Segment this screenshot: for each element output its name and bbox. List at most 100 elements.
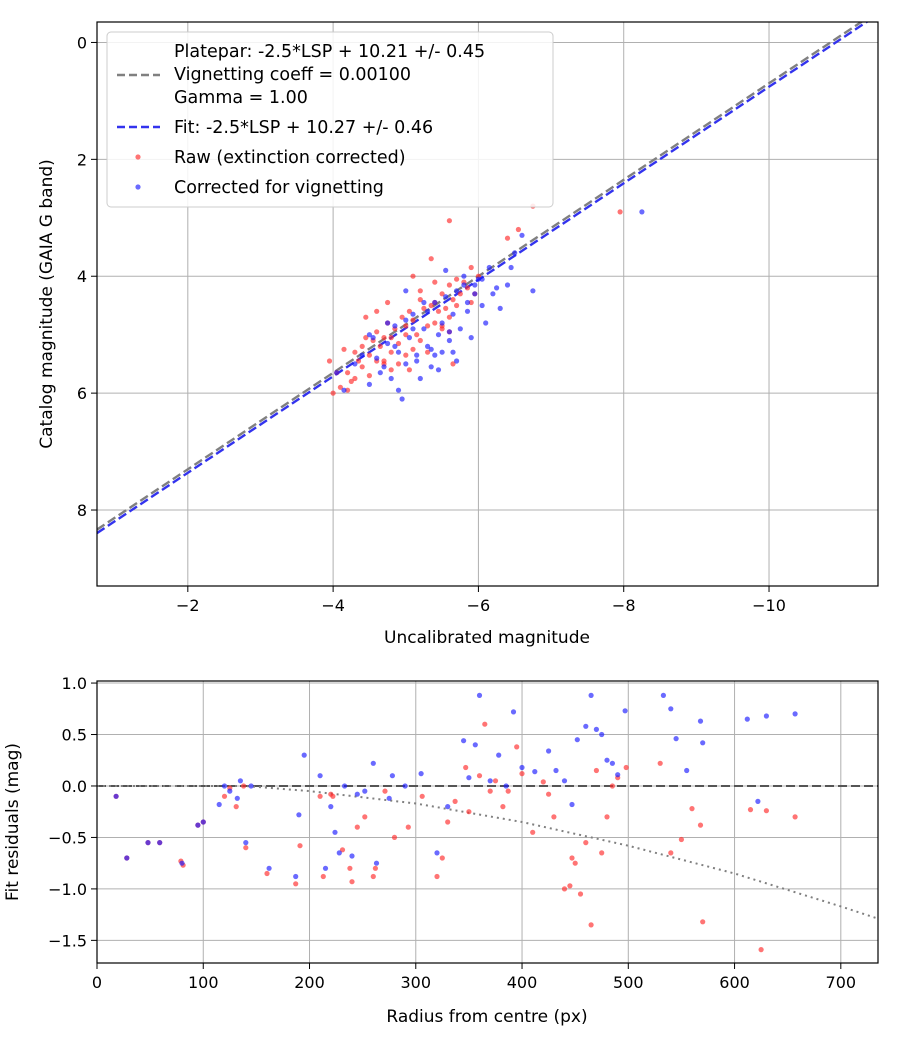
calibration-corrected-for-vignetting-point (497, 305, 503, 311)
residuals-raw-point (604, 814, 610, 820)
residuals-corrected-point (389, 773, 395, 779)
residuals-raw-point (678, 836, 685, 843)
legend: Platepar: -2.5*LSP + 10.21 +/- 0.45 Vign… (106, 31, 554, 208)
calibration-plot-frame (96, 21, 879, 587)
calibration-raw-extinction-corrected-point (454, 302, 460, 309)
residuals-raw-point (572, 860, 578, 866)
residuals-corrected-point (546, 748, 552, 754)
calibration-corrected-for-vignetting-point (450, 349, 456, 355)
residuals-corrected-point (599, 731, 605, 738)
residuals-corrected-point (755, 798, 761, 805)
residuals-y-axis-label: Fit residuals (mag) (3, 743, 23, 901)
residuals-x-tick-label: 600 (719, 973, 750, 992)
calibration-corrected-for-vignetting-point (388, 375, 394, 382)
residuals-raw-point (492, 778, 499, 784)
calibration-corrected-for-vignetting-point (370, 335, 376, 341)
residuals-corrected-point (243, 840, 249, 846)
residuals-raw-point (567, 883, 573, 889)
calibration-x-tick-label: −6 (467, 596, 491, 615)
calibration-raw-extinction-corrected-point (374, 308, 380, 314)
residuals-raw-point (317, 793, 323, 799)
calibration-corrected-for-vignetting-point (530, 288, 536, 294)
residuals-corrected-point (328, 804, 334, 810)
residuals-plot-frame (96, 680, 879, 964)
calibration-corrected-for-vignetting-point (352, 361, 358, 367)
calibration-corrected-for-vignetting-point (435, 367, 442, 373)
calibration-fit-lines (97, 22, 869, 535)
calibration-raw-extinction-corrected-point (515, 226, 522, 233)
calibration-corrected-for-vignetting-point (479, 302, 485, 309)
calibration-corrected-for-vignetting-point (385, 340, 391, 347)
residuals-corrected-point (593, 726, 600, 733)
calibration-corrected-for-vignetting-point (381, 364, 387, 370)
residuals-raw-point (445, 819, 451, 825)
calibration-raw-extinction-corrected-point (417, 288, 423, 294)
residuals-corrected-point (124, 855, 130, 861)
legend-gamma-label: Gamma = 1.00 (174, 88, 308, 108)
residuals-corrected-point (660, 692, 667, 699)
calibration-raw-extinction-corrected-point (381, 358, 387, 364)
calibration-raw-extinction-corrected-point (366, 352, 372, 358)
residuals-x-tick-label: 400 (507, 973, 538, 992)
calibration-raw-extinction-corrected-point (363, 335, 369, 341)
residuals-raw-point (689, 806, 695, 812)
calibration-raw-extinction-corrected-point (374, 329, 380, 335)
residuals-corrected-point (227, 788, 233, 794)
residuals-raw-point (551, 814, 557, 820)
residuals-corrected-point (472, 742, 478, 748)
legend-platepar-label: Platepar: -2.5*LSP + 10.21 +/- 0.45 (174, 42, 485, 62)
residuals-corrected-point (673, 736, 679, 742)
calibration-corrected-for-vignetting-point (359, 352, 365, 358)
calibration-corrected-for-vignetting-point (377, 370, 383, 376)
calibration-raw-extinction-corrected-point (432, 279, 438, 285)
residuals-corrected-point (248, 783, 254, 789)
residuals-raw-point (530, 829, 536, 835)
calibration-corrected-for-vignetting-point (454, 288, 460, 294)
residuals-corrected-point (195, 822, 201, 828)
calibration-raw-extinction-corrected-point (446, 314, 452, 320)
calibration-raw-extinction-corrected-point (403, 332, 409, 338)
residuals-corrected-point (293, 873, 299, 880)
residuals-points (113, 692, 798, 953)
residuals-corrected-point (145, 840, 151, 846)
calibration-raw-extinction-corrected-point (377, 343, 383, 349)
calibration-raw-extinction-corrected-point (406, 367, 412, 373)
calibration-raw-extinction-corrected-point (410, 346, 416, 352)
calibration-x-ticks: −2 −4 −6 −8 −10 (176, 586, 786, 615)
calibration-raw-extinction-corrected-point (410, 317, 416, 323)
calibration-corrected-for-vignetting-point (446, 337, 452, 344)
residuals-corrected-point (697, 718, 704, 724)
legend-fit-label: Fit: -2.5*LSP + 10.27 +/- 0.46 (174, 118, 433, 138)
calibration-raw-extinction-corrected-point (454, 276, 460, 282)
residuals-raw-point (293, 881, 299, 887)
residuals-corrected-point (574, 737, 580, 743)
residuals-corrected-point (216, 801, 222, 808)
legend-box (106, 31, 554, 208)
calibration-raw-extinction-corrected-point (428, 256, 434, 262)
calibration-raw-extinction-corrected-point (359, 364, 365, 370)
calibration-corrected-for-vignetting-point (385, 320, 391, 326)
calibration-corrected-for-vignetting-point (472, 291, 478, 297)
legend-corrected-label: Corrected for vignetting (174, 178, 384, 198)
calibration-corrected-for-vignetting-point (403, 317, 409, 323)
residuals-corrected-point (503, 783, 509, 789)
calibration-x-tick-label: −2 (176, 596, 200, 615)
residuals-raw-point (593, 767, 600, 774)
calibration-raw-extinction-corrected-point (395, 361, 402, 367)
calibration-raw-extinction-corrected-point (399, 314, 405, 320)
calibration-corrected-for-vignetting-point (454, 358, 460, 364)
residuals-x-tick-label: 700 (826, 973, 857, 992)
calibration-corrected-for-vignetting-point (425, 308, 431, 314)
calibration-raw-extinction-corrected-point (385, 299, 391, 306)
residuals-raw-point (609, 783, 616, 789)
residuals-x-ticks: 0 100 200 300 400 500 600 700 (92, 963, 856, 992)
calibration-raw-extinction-corrected-point (388, 335, 394, 341)
calibration-corrected-for-vignetting-point (639, 209, 645, 215)
residuals-corrected-point (668, 706, 674, 712)
calibration-corrected-for-vignetting-point (334, 370, 340, 376)
residuals-x-axis-label: Radius from centre (px) (386, 1007, 587, 1027)
calibration-corrected-for-vignetting-point (439, 320, 445, 326)
calibration-raw-extinction-corrected-point (417, 297, 423, 303)
calibration-corrected-for-vignetting-point (494, 285, 500, 291)
calibration-corrected-for-vignetting-point (403, 288, 409, 294)
